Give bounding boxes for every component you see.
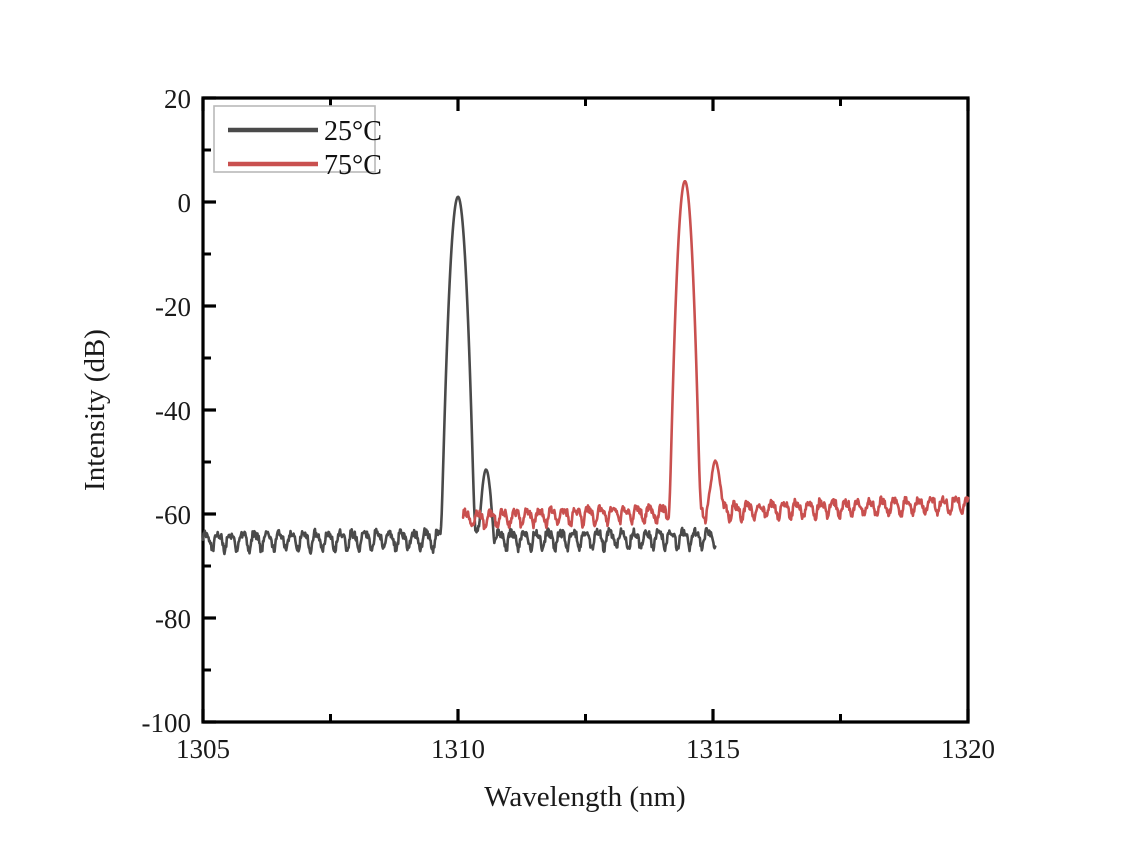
y-tick-label: -80 <box>155 604 191 634</box>
axis-ticks <box>201 96 970 724</box>
y-tick-label: -20 <box>155 292 191 322</box>
legend: 25°C 75°C <box>213 105 382 181</box>
y-axis-title: Intensity (dB) <box>79 329 111 491</box>
data-traces <box>201 180 970 556</box>
x-tick-label: 1315 <box>686 734 740 764</box>
x-tick-label: 1310 <box>431 734 485 764</box>
legend-box <box>213 105 376 173</box>
trace-75c <box>461 180 970 531</box>
axis-tick-labels: 1305 1310 1315 1320 20 0 -20 -40 -60 -80 -100 <box>142 84 996 764</box>
x-axis-title: Wavelength (nm) <box>484 781 685 813</box>
trace-25c <box>201 195 717 556</box>
x-tick-label: 1305 <box>176 734 230 764</box>
y-tick-label: -40 <box>155 396 191 426</box>
legend-label-75c: 75°C <box>324 150 382 181</box>
y-tick-label: 0 <box>178 188 192 218</box>
plot-frame <box>201 96 970 724</box>
x-tick-label: 1320 <box>941 734 995 764</box>
y-tick-label: -100 <box>142 708 192 738</box>
y-tick-label: -60 <box>155 500 191 530</box>
y-tick-label: 20 <box>164 84 191 114</box>
legend-label-25c: 25°C <box>324 116 382 147</box>
